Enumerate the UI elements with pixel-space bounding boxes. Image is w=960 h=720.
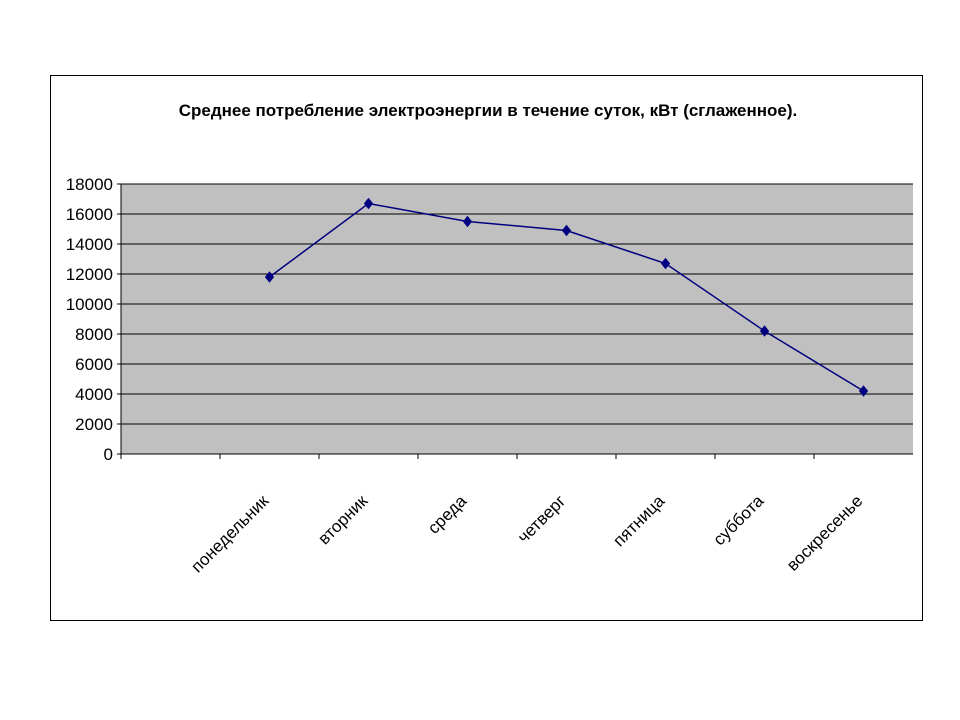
line-chart: Среднее потребление электроэнергии в теч…: [66, 101, 913, 576]
chart-title: Среднее потребление электроэнергии в теч…: [179, 101, 798, 120]
x-tick-label: понедельник: [187, 491, 272, 576]
x-tick-label: суббота: [709, 491, 767, 549]
data-point-marker: [462, 215, 473, 228]
y-tick-label: 16000: [66, 205, 113, 224]
data-point-marker: [858, 385, 869, 397]
data-point-marker: [660, 257, 671, 270]
x-tick-label: четверг: [514, 491, 569, 546]
x-tick-label: пятница: [609, 491, 668, 550]
y-tick-label: 6000: [75, 355, 113, 374]
y-tick-label: 12000: [66, 265, 113, 284]
y-tick-label: 18000: [66, 175, 113, 194]
y-tick-label: 14000: [66, 235, 113, 254]
plot-area: [121, 184, 913, 454]
x-tick-label: воскресенье: [783, 491, 866, 574]
x-tick-label: среда: [424, 491, 471, 538]
y-tick-label: 4000: [75, 385, 113, 404]
y-tick-label: 10000: [66, 295, 113, 314]
data-point-marker: [363, 197, 374, 210]
x-tick-label: вторник: [314, 491, 371, 548]
chart-frame: Среднее потребление электроэнергии в теч…: [50, 75, 923, 621]
data-point-marker: [759, 325, 770, 337]
x-axis-ticks: понедельник вторник среда четверг пятница суб…: [120, 454, 866, 576]
y-tick-label: 2000: [75, 415, 113, 434]
y-tick-label: 8000: [75, 325, 113, 344]
data-point-marker: [264, 271, 275, 283]
y-tick-label: 0: [104, 445, 113, 464]
y-axis-ticks: 0 2000 4000 6000 8000 10000 12000 14000 16000 180…: [66, 175, 121, 464]
series-layer: [264, 197, 869, 397]
gridlines: [121, 183, 913, 455]
data-point-marker: [561, 224, 572, 237]
